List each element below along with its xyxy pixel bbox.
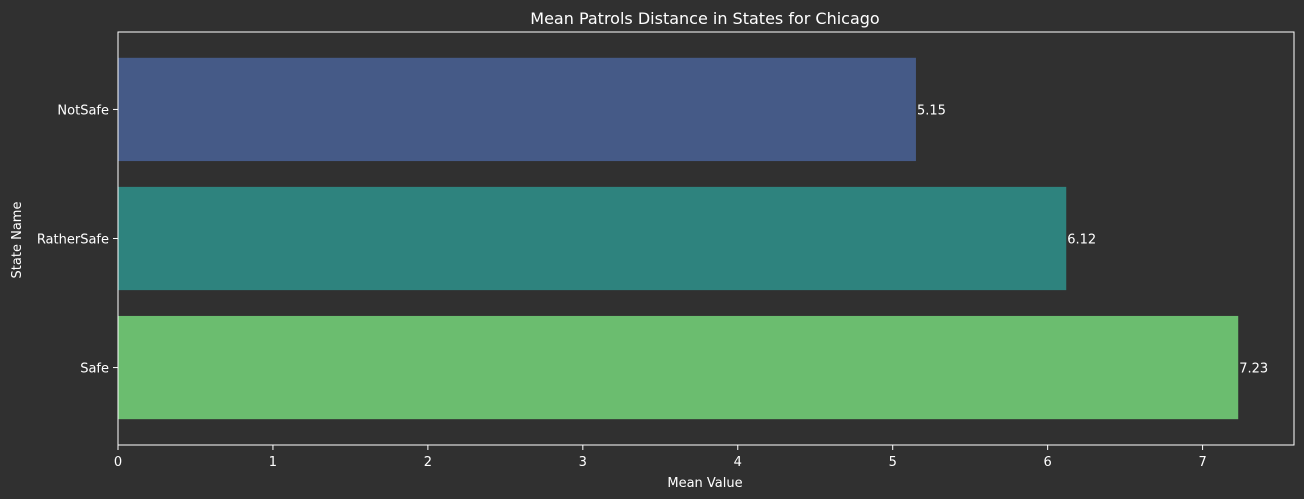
value-labels-layer: 5.15 6.12 7.23	[917, 103, 1268, 376]
axes-layer: NotSafe RatherSafe Safe 0 1 2 3 4 5 6 7	[37, 31, 1295, 470]
x-tick-label-0: 0	[114, 455, 122, 470]
bar-rathersafe	[118, 186, 1067, 291]
y-tick-label-safe: Safe	[80, 362, 109, 377]
x-axis-label: Mean Value	[667, 476, 742, 491]
x-tick-label-6: 6	[1044, 455, 1052, 470]
x-tick-label-5: 5	[889, 455, 897, 470]
y-tick-label-rathersafe: RatherSafe	[37, 233, 109, 248]
x-tick-label-4: 4	[734, 455, 742, 470]
x-tick-label-1: 1	[269, 455, 277, 470]
x-tick-label-7: 7	[1198, 455, 1206, 470]
x-tick-label-3: 3	[579, 455, 587, 470]
y-tick-label-notsafe: NotSafe	[57, 103, 109, 118]
chart-title: Mean Patrols Distance in States for Chic…	[530, 9, 879, 28]
bar-safe	[118, 315, 1239, 420]
value-label-safe: 7.23	[1239, 362, 1268, 377]
bars-layer	[118, 57, 1239, 420]
value-label-rathersafe: 6.12	[1067, 233, 1096, 248]
x-tick-label-2: 2	[424, 455, 432, 470]
plot-frame	[117, 31, 1295, 446]
bar-notsafe	[118, 57, 916, 162]
y-axis-label: State Name	[10, 202, 25, 279]
value-label-notsafe: 5.15	[917, 103, 946, 118]
